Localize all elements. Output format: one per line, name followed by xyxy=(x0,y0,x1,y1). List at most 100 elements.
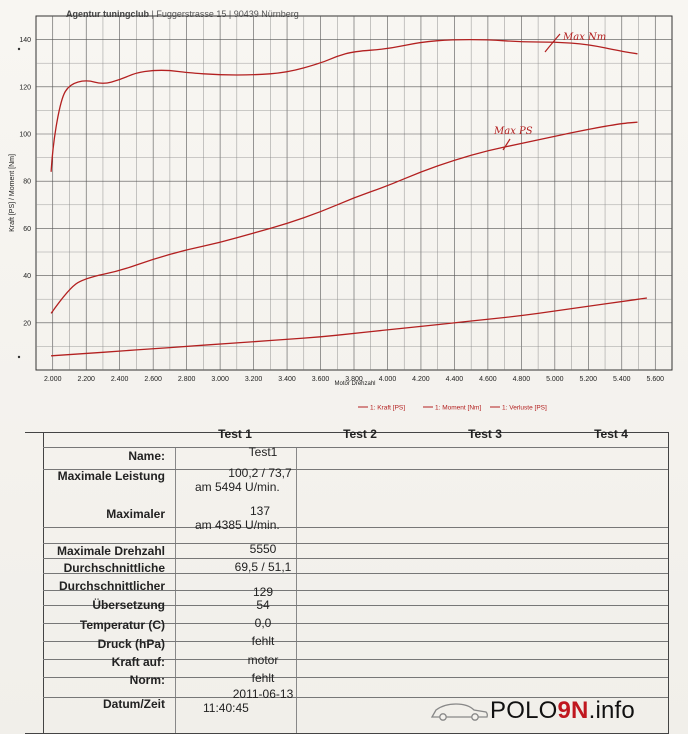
x-tick-label: 3.200 xyxy=(245,376,263,383)
x-tick-label: 3.000 xyxy=(211,376,229,383)
dyno-chart: 2.000 2.200 2.400 2.600 2.800 3.000 3.200 3.400… xyxy=(9,15,673,412)
row-divider xyxy=(43,623,668,624)
row-value: 0,0 xyxy=(203,616,323,630)
row-value: fehlt xyxy=(203,671,323,685)
row-label: Durchschnittliche xyxy=(63,561,165,575)
row-label: Übersetzung xyxy=(92,598,165,612)
x-tick-label: 3.800 xyxy=(345,376,363,383)
column-header-1: Test 1 xyxy=(218,427,252,441)
row-value-line: 2011-06-13 xyxy=(232,687,294,701)
watermark-info: .info xyxy=(588,697,635,724)
row-divider xyxy=(43,447,668,448)
x-tick-label: 5.600 xyxy=(646,376,664,383)
x-tick-label: 2.000 xyxy=(44,376,62,383)
series-line-3 xyxy=(51,297,647,357)
row-value: 137 am 4385 U/min. xyxy=(195,504,325,532)
row-divider xyxy=(43,469,668,470)
y-tick-label: 60 xyxy=(23,226,31,233)
legend-entry: 1: Verluste [PS] xyxy=(502,405,547,412)
row-label: Druck (hPa) xyxy=(97,637,165,651)
row-value: 5550 xyxy=(203,542,323,556)
x-tick-label: 3.600 xyxy=(312,376,330,383)
x-tick-label: 2.400 xyxy=(111,376,129,383)
x-tick-label: 5.200 xyxy=(580,376,598,383)
row-value: 129 xyxy=(203,585,323,599)
column-header-2: Test 2 xyxy=(343,427,377,441)
row-divider xyxy=(43,573,668,574)
row-value-line: am 4385 U/min. xyxy=(195,518,280,532)
row-label: Name: xyxy=(128,449,165,463)
row-label: Temperatur (C) xyxy=(79,618,165,632)
row-label: Datum/Zeit xyxy=(102,697,165,711)
annotation-max-ps: Max PS xyxy=(493,126,533,137)
row-divider xyxy=(43,697,668,698)
column-header-3: Test 3 xyxy=(468,427,502,441)
row-value: 100,2 / 73,7 am 5494 U/min. xyxy=(195,466,325,494)
row-label: Maximale Leistung xyxy=(57,469,165,483)
row-value-line: 100,2 / 73,7 xyxy=(228,466,292,480)
y-tick-label: 80 xyxy=(23,179,31,186)
x-tick-label: 4.000 xyxy=(379,376,397,383)
row-value: fehlt xyxy=(203,634,323,648)
annotation-max-ps-stroke xyxy=(502,138,511,151)
row-divider xyxy=(43,677,668,678)
row-value-line: 54 xyxy=(256,598,270,612)
watermark-9n: 9N xyxy=(557,697,589,724)
company-address: | Fuggerstrasse 15 | 90439 Nürnberg xyxy=(151,9,299,19)
column-header-4: Test 4 xyxy=(594,427,628,441)
y-tick-label: 100 xyxy=(19,132,31,139)
row-divider xyxy=(43,605,668,606)
watermark-logo: POLO9N.info xyxy=(432,697,635,725)
row-value-line: 0,0 xyxy=(254,616,272,630)
row-value-line: fehlt xyxy=(251,671,275,685)
x-tick-label: 2.200 xyxy=(77,376,95,383)
row-value: Test1 xyxy=(203,445,323,459)
row-value: motor xyxy=(203,653,323,667)
row-label: Kraft auf: xyxy=(111,655,165,669)
y-tick-label: 140 xyxy=(19,37,31,44)
row-value-line: motor xyxy=(247,653,279,667)
x-tick-label: 2.800 xyxy=(178,376,196,383)
x-tick-label: 4.600 xyxy=(479,376,497,383)
car-logo-icon xyxy=(430,703,488,721)
row-value: 2011-06-13 11:40:45 xyxy=(203,687,323,715)
margin-dot xyxy=(17,355,21,359)
x-tick-label: 5.400 xyxy=(613,376,631,383)
row-value-line: fehlt xyxy=(251,634,275,648)
watermark-polo: POLO xyxy=(490,697,558,724)
row-label: Norm: xyxy=(129,673,165,687)
results-table-frame xyxy=(43,433,668,733)
row-label: Durchschnittlicher xyxy=(58,579,165,593)
y-axis-label: Kraft [PS] / Moment [Nm] xyxy=(9,154,16,232)
row-value: 69,5 / 51,1 xyxy=(203,560,323,574)
annotation-max-nm-stroke xyxy=(544,33,561,53)
row-divider xyxy=(43,659,668,660)
y-tick-label: 20 xyxy=(23,320,31,327)
row-value: 54 xyxy=(203,598,323,612)
row-divider xyxy=(43,527,668,528)
x-tick-label: 4.400 xyxy=(446,376,464,383)
row-value-line: 69,5 / 51,1 xyxy=(234,560,292,574)
x-tick-label: 2.600 xyxy=(144,376,162,383)
row-value-line: 5550 xyxy=(249,542,277,556)
series-line-2 xyxy=(50,121,638,314)
y-tick-label: 120 xyxy=(19,84,31,91)
results-table: Test 1 Test 2 Test 3 Test 4 Name: Test1 Maxima… xyxy=(25,427,669,734)
row-value-line: 137 xyxy=(249,504,271,518)
margin-dot xyxy=(17,47,21,51)
x-tick-label: 3.400 xyxy=(278,376,296,383)
x-tick-label: 4.200 xyxy=(412,376,430,383)
row-label: Maximaler xyxy=(106,507,165,521)
x-tick-label: 4.800 xyxy=(513,376,531,383)
y-tick-label: 40 xyxy=(23,273,31,280)
series-line-1 xyxy=(50,38,638,172)
annotation-max-nm: Max Nm xyxy=(562,32,606,43)
legend-entry: 1: Moment [Nm] xyxy=(435,405,481,412)
x-tick-label: 5.000 xyxy=(546,376,564,383)
row-value-line: Test1 xyxy=(248,445,278,459)
row-label: Maximale Drehzahl xyxy=(56,544,165,558)
row-value-line: 11:40:45 xyxy=(203,701,249,715)
row-divider xyxy=(43,641,668,642)
row-divider xyxy=(43,543,668,544)
